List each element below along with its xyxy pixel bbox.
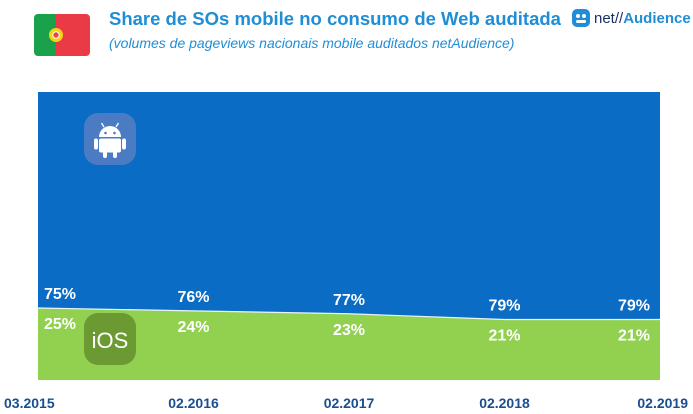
ios-value-label: 21% [488, 328, 520, 345]
chart-title: Share de SOs mobile no consumo de Web au… [109, 8, 561, 29]
series-boundary-line [37, 307, 660, 321]
ios-value-label: 21% [618, 328, 650, 345]
android-value-label: 79% [618, 298, 650, 315]
chart-subtitle: (volumes de pageviews nacionais mobile a… [109, 35, 515, 51]
logo-name: Audience [623, 9, 691, 27]
netaudience-logo-icon [572, 9, 590, 27]
android-value-label: 76% [177, 289, 209, 306]
x-tick-label: 03.2015 [4, 395, 55, 411]
android-area [38, 92, 660, 320]
x-tick-label: 02.2018 [479, 395, 530, 411]
ios-value-label: 24% [177, 319, 209, 336]
ios-icon-text: iOS [92, 328, 129, 353]
android-value-labels: 75% 76% 77% 79% 79% [44, 286, 650, 315]
x-tick-label: 02.2019 [637, 395, 688, 411]
netaudience-logo: net//Audience [572, 8, 691, 28]
ios-icon: iOS [84, 313, 136, 365]
portugal-flag-icon [34, 14, 90, 56]
flag-green-band [34, 14, 56, 56]
android-value-label: 77% [333, 292, 365, 309]
ios-value-label: 23% [333, 322, 365, 339]
android-icon [84, 113, 136, 165]
logo-prefix: net// [594, 9, 624, 27]
android-value-label: 79% [488, 298, 520, 315]
x-tick-label: 02.2017 [324, 395, 375, 411]
android-value-label: 75% [44, 286, 76, 303]
x-axis-labels: 03.2015 02.2016 02.2017 02.2018 02.2019 [4, 395, 688, 411]
ios-value-label: 25% [44, 316, 76, 333]
ios-area [38, 308, 660, 380]
ios-value-labels: 25% 24% 23% 21% 21% [44, 316, 650, 345]
x-tick-label: 02.2016 [168, 395, 219, 411]
